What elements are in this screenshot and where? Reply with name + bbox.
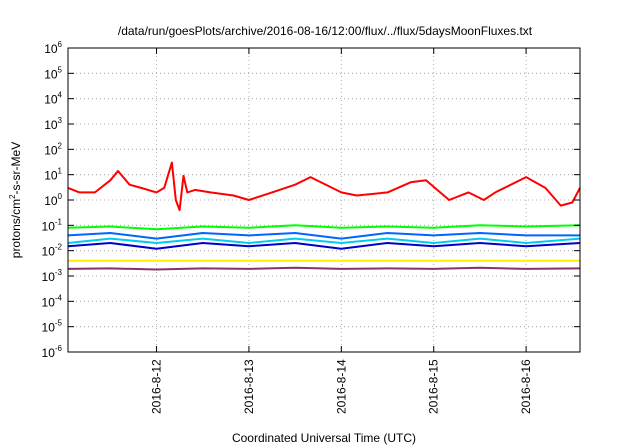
y-tick-label-base: 10: [44, 194, 58, 208]
y-tick-label-base: 10: [44, 67, 58, 81]
y-tick-label-base: 10: [44, 118, 58, 132]
y-tick-label-exp: 0: [58, 192, 63, 201]
series-line-1: [67, 161, 581, 212]
series-layer: [67, 161, 581, 271]
y-tick-label: 104: [44, 91, 62, 107]
y-tick-label-base: 10: [44, 93, 58, 107]
y-tick-label-base: 10: [42, 346, 56, 360]
y-tick-label-base: 10: [42, 245, 56, 259]
series-line-2: [67, 224, 581, 231]
y-tick-label-base: 10: [44, 143, 58, 157]
y-tick-label: 10-3: [42, 268, 63, 284]
y-tick-label: 100: [44, 192, 62, 208]
y-tick-label-base: 10: [44, 42, 58, 56]
y-tick-label-exp: 5: [58, 65, 63, 74]
y-tick-label-exp: 2: [58, 141, 63, 150]
x-tick-label: 2016-8-14: [334, 359, 348, 414]
chart-title: /data/run/goesPlots/archive/2016-08-16/1…: [118, 24, 533, 38]
series-line-5: [67, 242, 581, 250]
y-tick-label-exp: -6: [55, 344, 63, 353]
series-line-4: [67, 232, 580, 240]
y-tick-label-base: 10: [44, 169, 58, 183]
y-axis-label: protons/cm2-s-sr-MeV: [8, 142, 23, 258]
y-tick-label: 105: [44, 65, 62, 81]
x-tick-label: 2016-8-16: [519, 359, 533, 414]
grid: [68, 48, 580, 352]
y-tick-label: 102: [44, 141, 62, 157]
y-tick-label: 10-1: [42, 217, 63, 233]
y-tick-label: 10-4: [42, 293, 63, 309]
y-tick-label-exp: -5: [55, 319, 63, 328]
axes: 10-610-510-410-310-210-11001011021031041…: [42, 40, 580, 414]
y-tick-label: 101: [44, 167, 62, 183]
y-tick-label-exp: -2: [55, 243, 63, 252]
y-tick-label-exp: 6: [58, 40, 63, 49]
y-tick-label: 106: [44, 40, 62, 56]
x-tick-label: 2016-8-15: [427, 359, 441, 414]
y-tick-label-exp: -4: [55, 293, 63, 302]
y-tick-label-exp: -1: [55, 217, 63, 226]
y-tick-label-base: 10: [42, 219, 56, 233]
y-tick-label: 10-5: [42, 319, 63, 335]
y-tick-label-base: 10: [42, 321, 56, 335]
y-tick-label: 10-2: [42, 243, 63, 259]
y-axis-label-sup: 2: [8, 194, 17, 199]
x-axis-label: Coordinated Universal Time (UTC): [232, 431, 416, 445]
y-axis-label-suffix: -s-sr-MeV: [9, 142, 23, 195]
y-tick-label-exp: 4: [58, 91, 63, 100]
x-tick-label: 2016-8-12: [150, 359, 164, 414]
series-line-3: [67, 237, 581, 244]
y-tick-label-base: 10: [42, 295, 56, 309]
y-axis-label-prefix: protons/cm: [9, 199, 23, 258]
y-tick-label: 103: [44, 116, 62, 132]
y-tick-label-base: 10: [42, 270, 56, 284]
y-tick-label-exp: 1: [58, 167, 63, 176]
series-line-7: [67, 266, 581, 271]
y-tick-label: 10-6: [42, 344, 63, 360]
y-tick-label-exp: 3: [58, 116, 63, 125]
x-tick-label: 2016-8-13: [242, 359, 256, 414]
y-tick-label-exp: -3: [55, 268, 63, 277]
